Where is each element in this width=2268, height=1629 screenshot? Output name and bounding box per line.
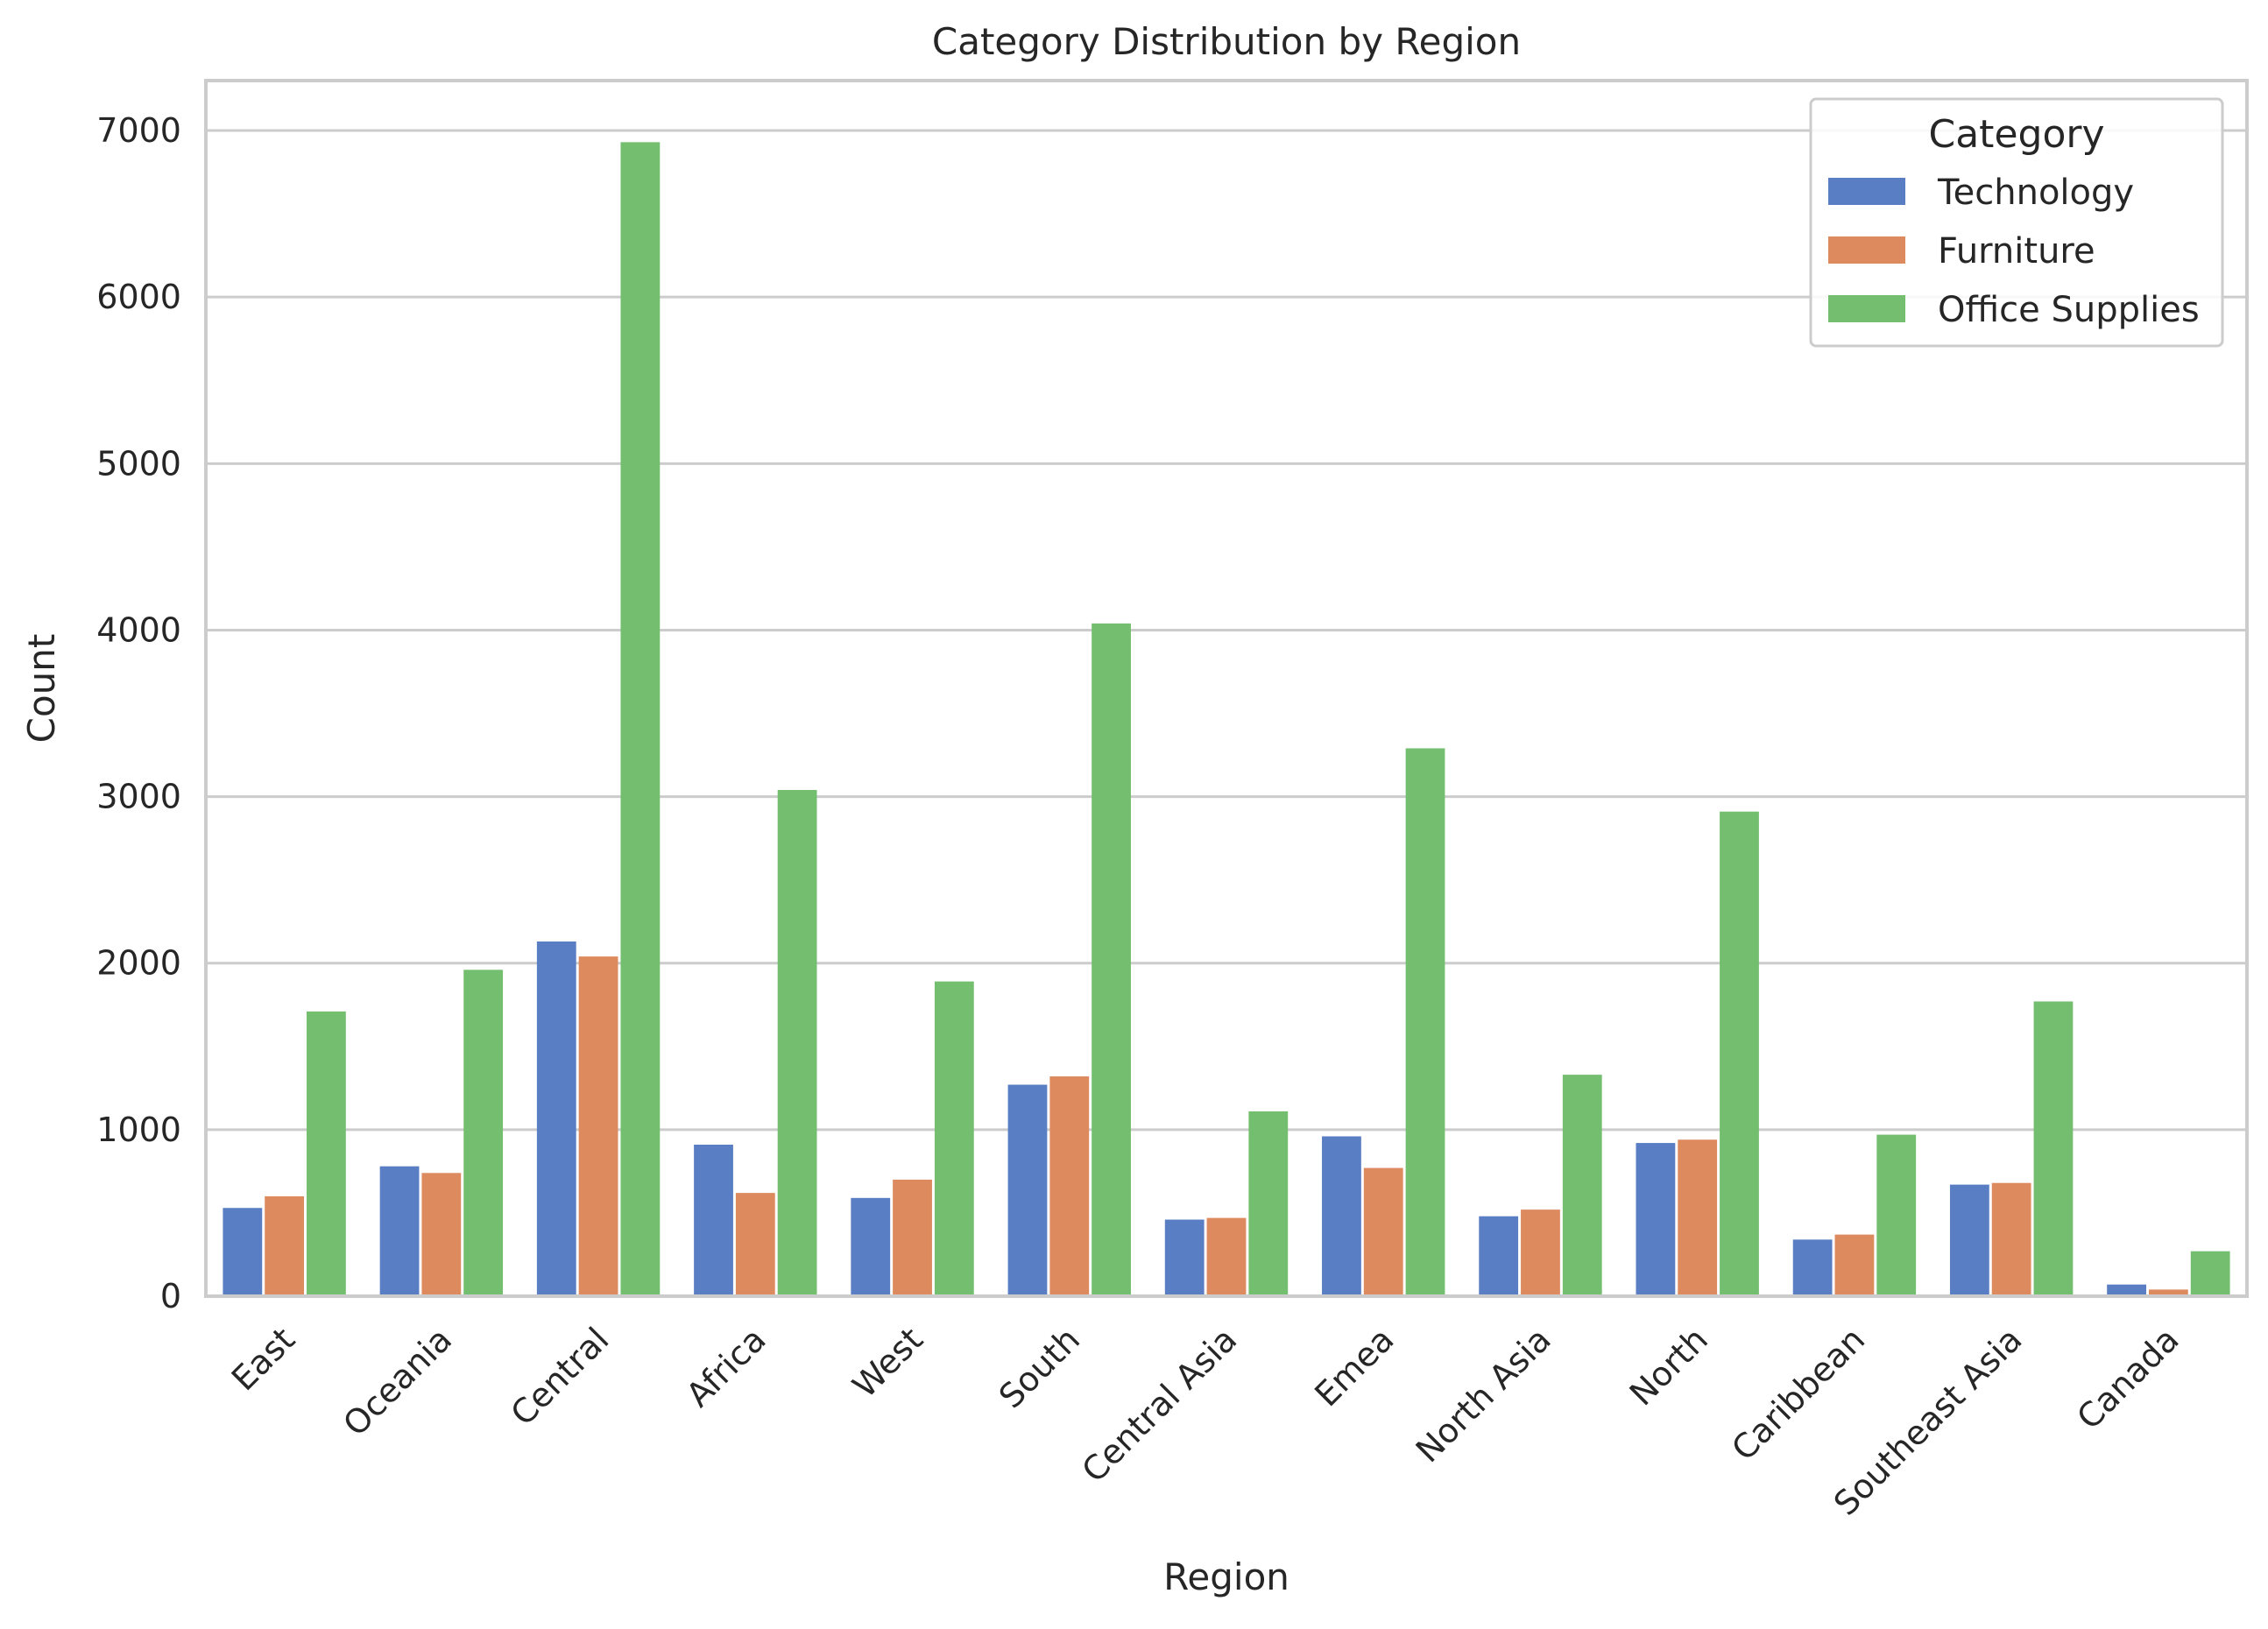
legend-label: Furniture <box>1938 231 2095 272</box>
y-tick-label: 1000 <box>96 1111 181 1149</box>
bar-office-supplies <box>777 789 817 1296</box>
x-axis-label: Region <box>1163 1555 1289 1598</box>
bar-office-supplies <box>1405 748 1445 1296</box>
bars <box>223 142 2230 1296</box>
bar-technology <box>2107 1284 2146 1296</box>
bar-furniture <box>1363 1167 1403 1296</box>
legend: Category Technology Furniture Office Suppl… <box>1809 97 2224 348</box>
bar-technology <box>1792 1239 1833 1296</box>
bar-office-supplies <box>1562 1075 1602 1296</box>
bar-technology <box>694 1144 733 1296</box>
bar-furniture <box>735 1193 775 1296</box>
chart-title: Category Distribution by Region <box>932 20 1521 63</box>
y-tick-label: 5000 <box>96 444 181 483</box>
bar-furniture <box>2148 1289 2188 1296</box>
y-tick-label: 6000 <box>96 278 181 316</box>
bar-technology <box>379 1166 420 1296</box>
bar-furniture <box>421 1173 462 1296</box>
y-tick-label: 7000 <box>96 111 181 150</box>
bar-office-supplies <box>2033 1001 2074 1296</box>
y-tick-label: 4000 <box>96 610 181 649</box>
bar-office-supplies <box>1876 1134 1917 1296</box>
legend-label: Technology <box>1937 173 2134 213</box>
bar-technology <box>1007 1084 1048 1296</box>
bar-furniture <box>1991 1182 2031 1296</box>
bar-furniture <box>1834 1234 1875 1296</box>
bar-technology <box>851 1197 891 1296</box>
y-axis-ticks: 0 1000 2000 3000 4000 5000 6000 7000 <box>96 111 181 1315</box>
y-axis-label: Count <box>20 634 63 744</box>
legend-swatch <box>1828 178 1905 205</box>
legend-box <box>1809 97 2224 348</box>
bar-technology <box>1164 1219 1205 1296</box>
bar-technology <box>1636 1143 1676 1296</box>
bar-furniture <box>1678 1139 1718 1296</box>
legend-swatch <box>1828 295 1905 322</box>
bar-furniture <box>1521 1209 1560 1296</box>
bar-furniture <box>893 1179 932 1296</box>
legend-label: Office Supplies <box>1938 290 2200 330</box>
bar-office-supplies <box>2190 1251 2230 1296</box>
bar-technology <box>536 941 576 1296</box>
bar-furniture <box>265 1195 305 1296</box>
y-tick-label: 0 <box>160 1277 181 1315</box>
bar-office-supplies <box>934 981 974 1296</box>
bar-office-supplies <box>1092 623 1131 1296</box>
bar-technology <box>1949 1184 1989 1296</box>
plot-frame <box>204 79 2249 1298</box>
bar-furniture <box>1049 1076 1090 1296</box>
bar-technology <box>223 1208 263 1296</box>
bar-office-supplies <box>620 142 661 1296</box>
legend-title: Category <box>1929 112 2105 157</box>
bar-furniture <box>1206 1217 1247 1296</box>
bar-furniture <box>578 956 618 1296</box>
y-tick-label: 3000 <box>96 778 181 816</box>
bar-office-supplies <box>307 1011 346 1296</box>
legend-swatch <box>1828 236 1905 264</box>
bar-office-supplies <box>1720 811 1759 1296</box>
legend-items: Technology Furniture Office Supplies <box>1828 173 2200 330</box>
y-tick-label: 2000 <box>96 944 181 983</box>
bar-office-supplies <box>463 970 504 1296</box>
bar-technology <box>1322 1136 1361 1296</box>
bar-office-supplies <box>1248 1111 1289 1296</box>
bar-technology <box>1479 1216 1519 1296</box>
